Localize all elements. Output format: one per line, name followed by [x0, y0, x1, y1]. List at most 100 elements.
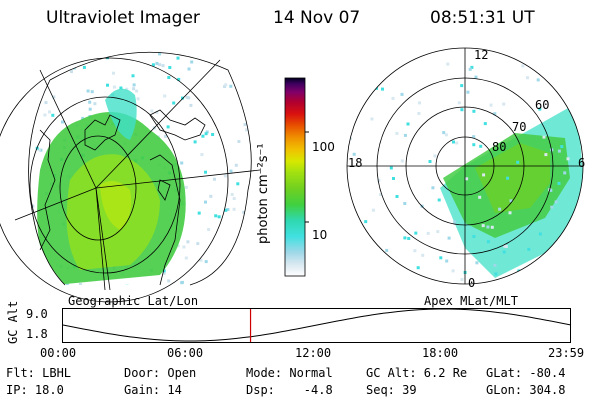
speckle-pixel — [80, 284, 84, 285]
speckle-pixel — [132, 87, 136, 91]
glat-field: GLat: -80.4 — [486, 366, 566, 380]
speckle-pixel — [439, 256, 443, 260]
speckle-pixel — [236, 245, 240, 249]
speckle-pixel — [81, 116, 85, 120]
speckle-pixel — [433, 154, 437, 158]
speckle-pixel — [504, 286, 507, 289]
speckle-pixel — [35, 146, 39, 150]
speckle-pixel — [11, 97, 14, 100]
altitude-ylabel: GC Alt — [6, 300, 20, 344]
speckle-pixel — [201, 134, 205, 138]
mlat-label-80: 80 — [492, 140, 507, 154]
speckle-pixel — [190, 60, 194, 64]
speckle-pixel — [28, 205, 31, 208]
speckle-pixel — [457, 101, 461, 105]
speckle-pixel — [468, 67, 472, 71]
speckle-pixel — [224, 83, 228, 87]
speckle-pixel — [163, 94, 167, 98]
speckle-pixel — [482, 173, 486, 177]
speckle-pixel — [232, 268, 236, 272]
speckle-pixel — [86, 89, 90, 93]
speckle-pixel — [418, 101, 421, 105]
speckle-pixel — [88, 107, 92, 111]
speckle-pixel — [158, 52, 162, 56]
speckle-pixel — [152, 288, 155, 291]
speckle-pixel — [442, 131, 446, 135]
speckle-pixel — [389, 166, 393, 170]
speckle-pixel — [453, 220, 457, 224]
speckle-pixel — [52, 95, 56, 99]
altitude-ytick-low: 1.8 — [26, 327, 48, 341]
speckle-pixel — [39, 148, 43, 152]
speckle-pixel — [135, 89, 139, 93]
speckle-pixel — [258, 106, 261, 109]
speckle-pixel — [215, 52, 219, 54]
speckle-pixel — [112, 49, 115, 52]
speckle-pixel — [437, 198, 441, 202]
speckle-pixel — [14, 116, 17, 119]
speckle-pixel — [214, 214, 218, 218]
speckle-pixel — [556, 258, 560, 262]
speckle-pixel — [112, 85, 116, 89]
speckle-pixel — [483, 122, 487, 126]
speckle-pixel — [66, 42, 69, 45]
speckle-pixel — [30, 225, 33, 229]
speckle-pixel — [51, 61, 55, 64]
speckle-pixel — [204, 132, 208, 136]
speckle-pixel — [381, 87, 384, 91]
speckle-pixel — [403, 133, 407, 137]
speckle-pixel — [475, 261, 479, 265]
speckle-pixel — [465, 177, 469, 181]
speckle-pixel — [252, 279, 255, 282]
speckle-pixel — [242, 210, 246, 214]
speckle-pixel — [486, 225, 490, 229]
speckle-pixel — [24, 141, 27, 144]
speckle-pixel — [557, 149, 561, 153]
colorbar-unit-label: photon cm⁻²s⁻¹ — [256, 143, 271, 244]
speckle-pixel — [557, 181, 561, 185]
speckle-pixel — [189, 103, 193, 107]
speckle-pixel — [446, 62, 450, 66]
speckle-pixel — [125, 284, 129, 285]
speckle-pixel — [186, 240, 190, 244]
speckle-pixel — [392, 177, 395, 180]
speckle-pixel — [229, 169, 233, 173]
speckle-pixel — [472, 143, 476, 147]
speckle-pixel — [20, 289, 23, 292]
speckle-pixel — [460, 278, 464, 282]
speckle-pixel — [347, 116, 349, 120]
speckle-pixel — [185, 95, 189, 99]
speckle-pixel — [167, 76, 171, 79]
speckle-pixel — [414, 231, 418, 235]
mlat-label-70: 70 — [512, 120, 527, 134]
speckle-pixel — [400, 92, 404, 96]
speckle-pixel — [96, 52, 100, 53]
speckle-pixel — [70, 289, 73, 292]
gc-alt-field: GC Alt: 6.2 Re — [366, 366, 468, 380]
speckle-pixel — [213, 177, 216, 181]
speckle-pixel — [503, 244, 507, 248]
speckle-pixel — [193, 140, 197, 144]
speckle-pixel — [162, 269, 166, 273]
speckle-pixel — [232, 197, 236, 200]
speckle-pixel — [245, 128, 248, 132]
speckle-pixel — [155, 61, 159, 65]
speckle-pixel — [364, 220, 368, 224]
speckle-pixel — [211, 133, 215, 136]
speckle-pixel — [413, 249, 417, 253]
speckle-pixel — [263, 114, 266, 117]
speckle-pixel — [17, 248, 20, 251]
speckle-pixel — [43, 58, 47, 62]
speckle-pixel — [403, 236, 407, 240]
speckle-pixel — [377, 178, 381, 182]
speckle-pixel — [349, 254, 353, 258]
speckle-pixel — [237, 87, 241, 91]
speckle-pixel — [82, 53, 86, 56]
speckle-pixel — [349, 102, 353, 106]
speckle-pixel — [251, 183, 254, 186]
altitude-xtick-2: 12:00 — [295, 346, 332, 360]
speckle-pixel — [41, 287, 44, 290]
speckle-pixel — [488, 283, 492, 284]
speckle-pixel — [151, 63, 155, 67]
speckle-pixel — [352, 152, 356, 156]
